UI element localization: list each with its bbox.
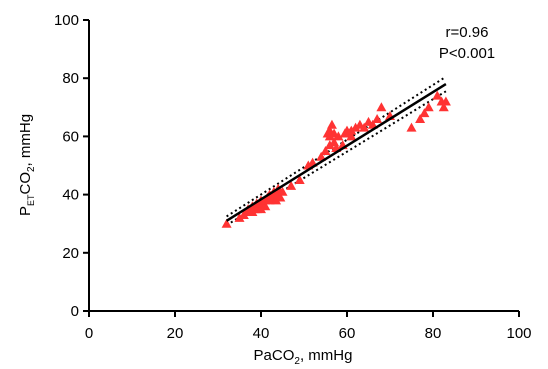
data-point [346,131,357,141]
data-point [324,140,335,150]
data-point [294,175,305,185]
y-axis-ticks: 0 20 40 60 80 100 [54,12,89,320]
regression-line [225,82,447,222]
data-point [326,119,337,129]
x-axis-title: PaCO2, mmHg [254,347,353,367]
data-point [423,102,434,112]
data-point [333,131,344,141]
data-point [286,180,297,190]
data-point [350,122,361,132]
data-point [324,131,335,141]
data-point [238,209,249,219]
data-point [415,113,426,123]
data-point [320,145,331,155]
data-point [406,122,417,132]
y-tick-label: 40 [62,187,79,204]
data-point [234,212,245,222]
y-tick-label: 60 [62,128,79,145]
data-point [346,125,357,135]
data-point [316,151,327,161]
x-tick-label: 60 [339,325,356,342]
data-point [260,201,271,211]
correlation-annotation: r=0.96 [446,24,489,41]
data-point [221,218,232,228]
data-point [419,108,430,118]
data-point [367,119,378,129]
data-point [440,96,451,106]
data-point [438,102,449,112]
x-axis-ticks: 0 20 40 60 80 100 [85,311,532,342]
data-point [256,204,266,214]
data-point [275,192,286,202]
data-point [372,113,383,123]
data-point [359,122,370,132]
x-tick-label: 0 [85,325,93,342]
data-point [277,186,288,196]
axes [88,20,519,312]
x-tick-label: 20 [167,325,184,342]
data-point [264,195,275,205]
x-tick-label: 80 [425,325,442,342]
x-tick-label: 100 [506,325,531,342]
regression-line-group [225,82,447,222]
y-tick-label: 80 [62,70,79,87]
y-tick-label: 0 [71,303,79,320]
data-point [376,102,387,112]
y-axis-title: PETCO2, mmHg [17,114,37,216]
p-value-annotation: P<0.001 [439,45,495,62]
data-point [271,195,282,205]
y-tick-label: 100 [54,12,79,29]
y-tick-label: 20 [62,245,79,262]
data-points [221,90,451,228]
x-tick-label: 40 [253,325,270,342]
data-point [432,90,443,100]
